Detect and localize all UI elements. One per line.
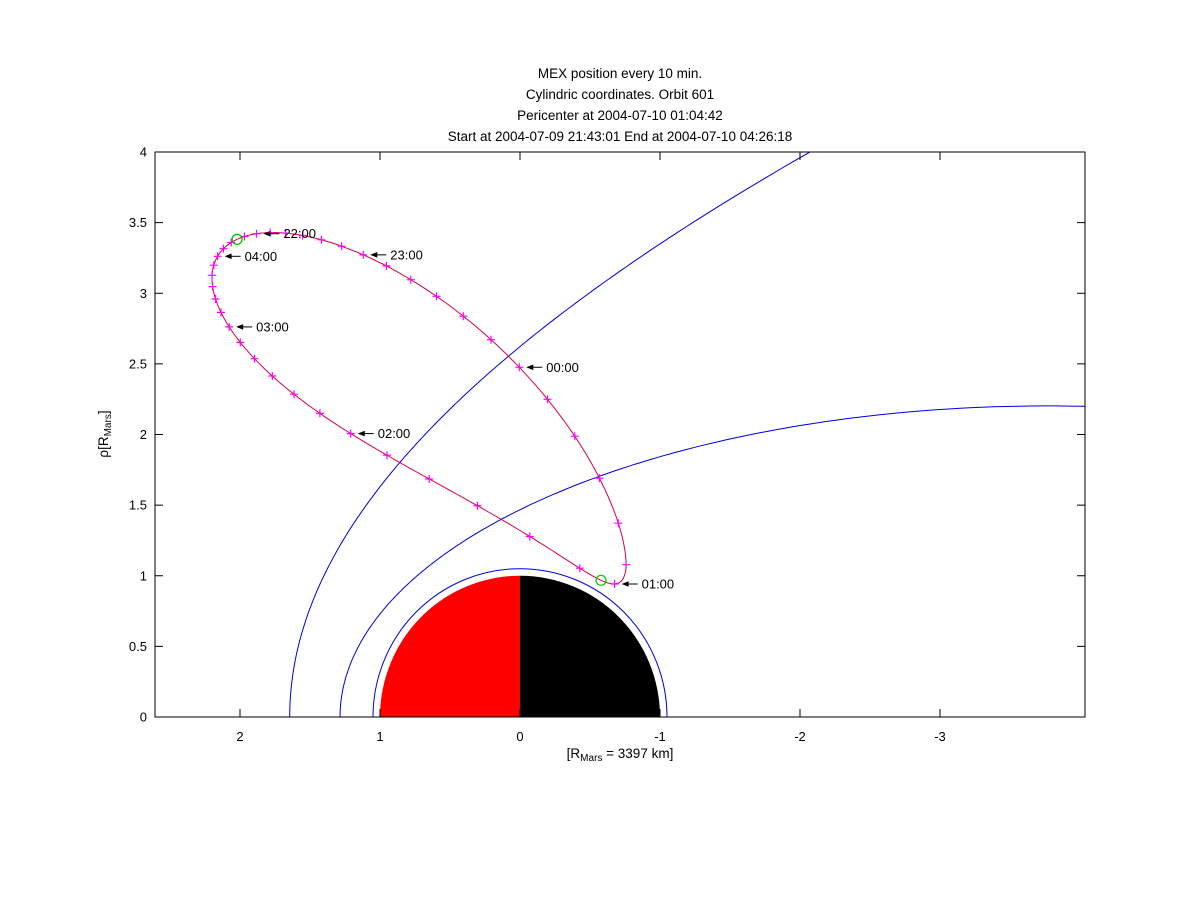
position-marker [236, 338, 245, 347]
title-line-3: Pericenter at 2004-07-10 01:04:42 [517, 108, 723, 123]
plot-area [208, 152, 1085, 717]
position-marker [217, 308, 225, 317]
annotation-arrowhead [357, 430, 365, 437]
x-tick-label: 2 [236, 729, 243, 744]
position-marker [337, 242, 346, 251]
position-marker [432, 292, 441, 301]
position-marker [570, 432, 579, 441]
mars-dayside [380, 575, 520, 717]
x-tick-label: -3 [934, 729, 946, 744]
planet-outline-circle [372, 568, 668, 717]
title-line-1: MEX position every 10 min. [537, 66, 703, 81]
x-tick-label: -1 [654, 729, 666, 744]
position-marker [406, 275, 415, 284]
position-marker [213, 252, 222, 261]
pericenter-marker [595, 574, 607, 586]
time-label: 00:00 [546, 360, 579, 375]
position-marker [346, 429, 355, 438]
x-axis-label-sub: Mars [580, 753, 602, 764]
position-marker [459, 312, 468, 321]
position-marker [219, 244, 228, 253]
y-tick-label: 1 [140, 568, 147, 583]
y-tick-label: 4 [140, 145, 147, 160]
axis-ticks [155, 151, 1085, 718]
y-tick-label: 1.5 [129, 498, 147, 513]
y-tick-label: 0.5 [129, 639, 147, 654]
position-marker [268, 372, 277, 380]
position-marker [614, 519, 623, 528]
orbit-trajectory [211, 232, 627, 585]
x-axis-label: [RMars = 3397 km] [567, 746, 674, 764]
position-marker [595, 474, 604, 483]
position-marker [211, 295, 220, 303]
annotation-arrowhead [236, 324, 244, 330]
orbit-end-marker [231, 233, 243, 245]
chart-title-block: MEX position every 10 min. Cylindric coo… [20, 63, 1200, 147]
position-marker [250, 354, 259, 363]
time-annotations: 22:00 23:00 00:00 01:00 02:00 03:00 04:00 [224, 226, 675, 591]
position-marker [382, 261, 391, 270]
position-marker [209, 261, 218, 270]
y-tick-label: 3 [140, 286, 147, 301]
position-marker [208, 271, 217, 280]
position-marker [487, 335, 495, 344]
title-line-2: Cylindric coordinates. Orbit 601 [525, 87, 715, 102]
y-tick-label: 2.5 [129, 356, 147, 371]
position-marker [575, 564, 584, 573]
time-label: 01:00 [642, 576, 675, 591]
x-axis-label-rest: = 3397 km] [602, 746, 673, 761]
bow-shock-curve [289, 152, 811, 717]
position-marker [473, 501, 482, 510]
annotation-arrowhead [224, 253, 232, 260]
position-marker [515, 363, 524, 372]
annotation-arrowhead [263, 230, 271, 237]
position-marker [298, 231, 307, 240]
position-marker [281, 229, 290, 238]
x-tick-label: 1 [376, 729, 383, 744]
position-marker [359, 250, 368, 259]
position-marker [290, 390, 298, 399]
annotation-arrowhead [526, 364, 534, 371]
mars-nightside [520, 575, 660, 717]
y-axis-label-main: ρ[R [96, 436, 111, 457]
position-marker [610, 580, 619, 588]
position-marker [383, 451, 391, 460]
y-tick-label: 3.5 [129, 215, 147, 230]
mpb-curve [339, 405, 1085, 717]
position-marker [317, 235, 326, 244]
position-marker [425, 475, 434, 483]
time-label: 04:00 [245, 249, 278, 264]
position-marker [208, 282, 217, 291]
y-tick-label: 0 [140, 710, 147, 725]
position-marker [622, 560, 631, 569]
position-marker [225, 322, 234, 331]
annotation-arrowhead [370, 252, 378, 258]
time-label: 22:00 [283, 226, 316, 241]
time-label: 23:00 [390, 247, 423, 262]
position-marker [525, 532, 534, 541]
position-marker [543, 395, 552, 404]
title-line-4: Start at 2004-07-09 21:43:01 End at 2004… [447, 129, 793, 144]
y-axis-label: ρ[RMars] [96, 410, 114, 457]
x-tick-label: -2 [794, 729, 806, 744]
position-marker [315, 409, 324, 418]
annotation-arrowhead [621, 581, 629, 587]
time-label: 02:00 [378, 426, 411, 441]
y-tick-label: 2 [140, 427, 147, 442]
time-label: 03:00 [256, 319, 289, 334]
ten-min-markers [208, 228, 631, 588]
x-tick-label: 0 [516, 729, 523, 744]
y-axis-label-rest: ] [96, 410, 111, 414]
y-axis-label-sub: Mars [103, 414, 114, 436]
position-marker [252, 229, 261, 238]
x-axis-label-main: [R [567, 746, 581, 761]
